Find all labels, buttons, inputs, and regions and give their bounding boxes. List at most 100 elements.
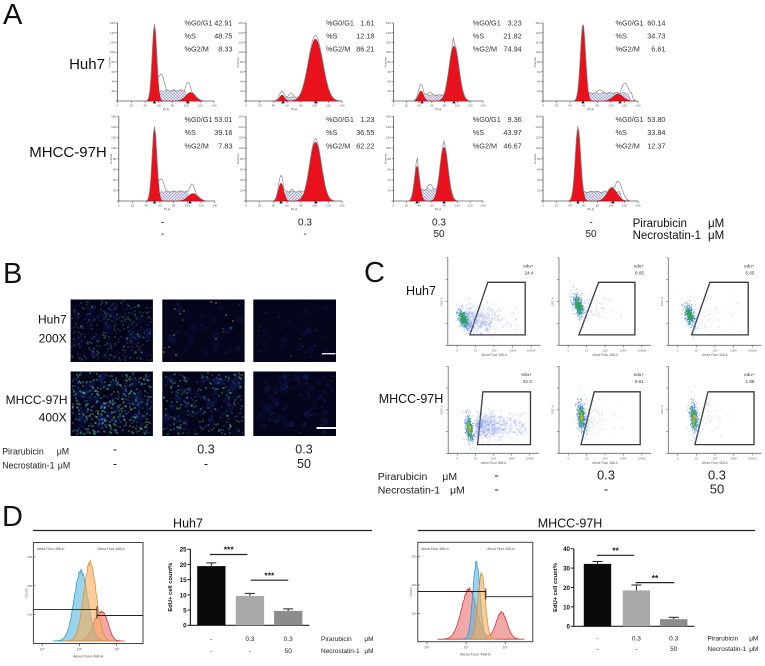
svg-text:9.36: 9.36 <box>507 115 521 124</box>
svg-text:40: 40 <box>112 80 116 84</box>
svg-text:0: 0 <box>677 456 679 460</box>
svg-text:9.05: 9.05 <box>635 270 644 275</box>
svg-text:40: 40 <box>563 546 570 553</box>
svg-text:46.67: 46.67 <box>503 141 521 150</box>
svg-text:40: 40 <box>537 80 541 84</box>
svg-text:120: 120 <box>468 104 473 108</box>
svg-text:160: 160 <box>535 115 540 119</box>
svg-text:160: 160 <box>111 115 116 119</box>
svg-text:20: 20 <box>180 562 187 569</box>
svg-text:μM: μM <box>57 447 69 457</box>
svg-text:100: 100 <box>386 50 391 54</box>
svg-text:1000: 1000 <box>620 348 627 352</box>
svg-text:100: 100 <box>608 204 613 208</box>
svg-text:120: 120 <box>468 204 473 208</box>
svg-text:80: 80 <box>388 60 392 64</box>
svg-text:0: 0 <box>245 204 247 208</box>
svg-text:Number: Number <box>533 153 537 164</box>
svg-text:50: 50 <box>710 482 724 497</box>
svg-text:μM: μM <box>708 230 724 242</box>
svg-text:140: 140 <box>110 31 115 35</box>
svg-text:20: 20 <box>130 104 134 108</box>
svg-text:μM: μM <box>58 461 70 471</box>
svg-text:10: 10 <box>585 456 589 460</box>
svg-text:140: 140 <box>386 125 391 129</box>
svg-text:60: 60 <box>388 70 392 74</box>
svg-text:5.65: 5.65 <box>746 270 755 275</box>
svg-text:5: 5 <box>183 608 187 615</box>
svg-text:10⁰: 10⁰ <box>503 646 509 650</box>
svg-text:40: 40 <box>113 178 117 182</box>
svg-text:Pirarubicin: Pirarubicin <box>633 218 687 230</box>
svg-text:Number: Number <box>109 153 113 164</box>
svg-text:100: 100 <box>27 613 32 617</box>
svg-text:0: 0 <box>456 456 458 460</box>
svg-text:Number: Number <box>384 153 388 164</box>
svg-text:10000: 10000 <box>748 348 757 352</box>
svg-text:34.73: 34.73 <box>647 32 665 41</box>
svg-text:80: 80 <box>596 104 600 108</box>
svg-text:160: 160 <box>110 21 115 25</box>
svg-text:0.3: 0.3 <box>432 218 446 229</box>
svg-text:43.97: 43.97 <box>503 128 521 137</box>
svg-text:40: 40 <box>568 104 572 108</box>
svg-text:-: - <box>596 646 598 653</box>
svg-text:10: 10 <box>585 348 589 352</box>
svg-text:140: 140 <box>212 204 217 208</box>
svg-text:40: 40 <box>145 204 149 208</box>
svg-text:120: 120 <box>622 104 627 108</box>
svg-text:36.55: 36.55 <box>356 128 374 137</box>
svg-text:80: 80 <box>240 60 244 64</box>
svg-text:10: 10 <box>180 592 187 599</box>
svg-text:Pirarubicin: Pirarubicin <box>378 471 428 483</box>
svg-text:-: - <box>161 218 164 229</box>
svg-text:PI-A: PI-A <box>435 208 442 212</box>
svg-text:μM: μM <box>749 636 758 643</box>
svg-text:74.94: 74.94 <box>503 45 521 54</box>
svg-text:40: 40 <box>143 104 147 108</box>
svg-text:6.61: 6.61 <box>651 45 665 54</box>
svg-text:MHCC-97H: MHCC-97H <box>29 144 107 161</box>
svg-text:60: 60 <box>285 104 289 108</box>
svg-text:100: 100 <box>712 348 717 352</box>
svg-text:0.3: 0.3 <box>597 468 615 483</box>
svg-text:%G2/M: %G2/M <box>616 45 640 54</box>
svg-text:0: 0 <box>542 104 544 108</box>
svg-text:100: 100 <box>185 204 190 208</box>
svg-text:Alexa Fluor 488-A: Alexa Fluor 488-A <box>460 653 491 657</box>
svg-text:Alexa Fluor 488-A: Alexa Fluor 488-A <box>481 353 507 357</box>
svg-text:10⁰: 10⁰ <box>40 648 46 652</box>
svg-text:60: 60 <box>112 70 116 74</box>
svg-text:20: 20 <box>113 188 117 192</box>
svg-text:120: 120 <box>110 41 115 45</box>
svg-text:Count: Count <box>409 587 413 596</box>
svg-text:**: ** <box>652 573 659 583</box>
svg-text:-: - <box>494 482 498 497</box>
svg-text:-: - <box>604 482 608 497</box>
svg-text:140: 140 <box>535 125 540 129</box>
svg-text:80: 80 <box>172 204 176 208</box>
svg-text:0: 0 <box>245 104 247 108</box>
svg-text:140: 140 <box>339 104 344 108</box>
svg-text:80: 80 <box>299 204 303 208</box>
svg-text:32.3: 32.3 <box>523 379 532 384</box>
svg-text:%S: %S <box>616 128 627 137</box>
svg-text:SSC-A: SSC-A <box>439 297 443 306</box>
svg-text:Alexa Fluor 488-A: Alexa Fluor 488-A <box>592 461 618 465</box>
svg-text:C: C <box>364 257 385 289</box>
svg-text:42.91: 42.91 <box>214 18 232 27</box>
svg-text:PI-A: PI-A <box>291 208 298 212</box>
svg-text:40: 40 <box>240 80 244 84</box>
svg-text:Alexa Fluor 488-in: Alexa Fluor 488-in <box>97 547 125 551</box>
svg-text:120: 120 <box>535 41 540 45</box>
svg-text:50: 50 <box>585 229 597 240</box>
svg-text:100: 100 <box>386 146 391 150</box>
svg-text:200X: 200X <box>39 332 67 346</box>
svg-text:0: 0 <box>567 348 569 352</box>
svg-text:%G2/M: %G2/M <box>185 141 209 150</box>
svg-text:μM: μM <box>442 471 457 483</box>
svg-text:Alexa Fluor 488-in: Alexa Fluor 488-in <box>421 547 449 551</box>
svg-text:80: 80 <box>443 104 447 108</box>
svg-text:80: 80 <box>112 60 116 64</box>
svg-text:40: 40 <box>417 104 421 108</box>
